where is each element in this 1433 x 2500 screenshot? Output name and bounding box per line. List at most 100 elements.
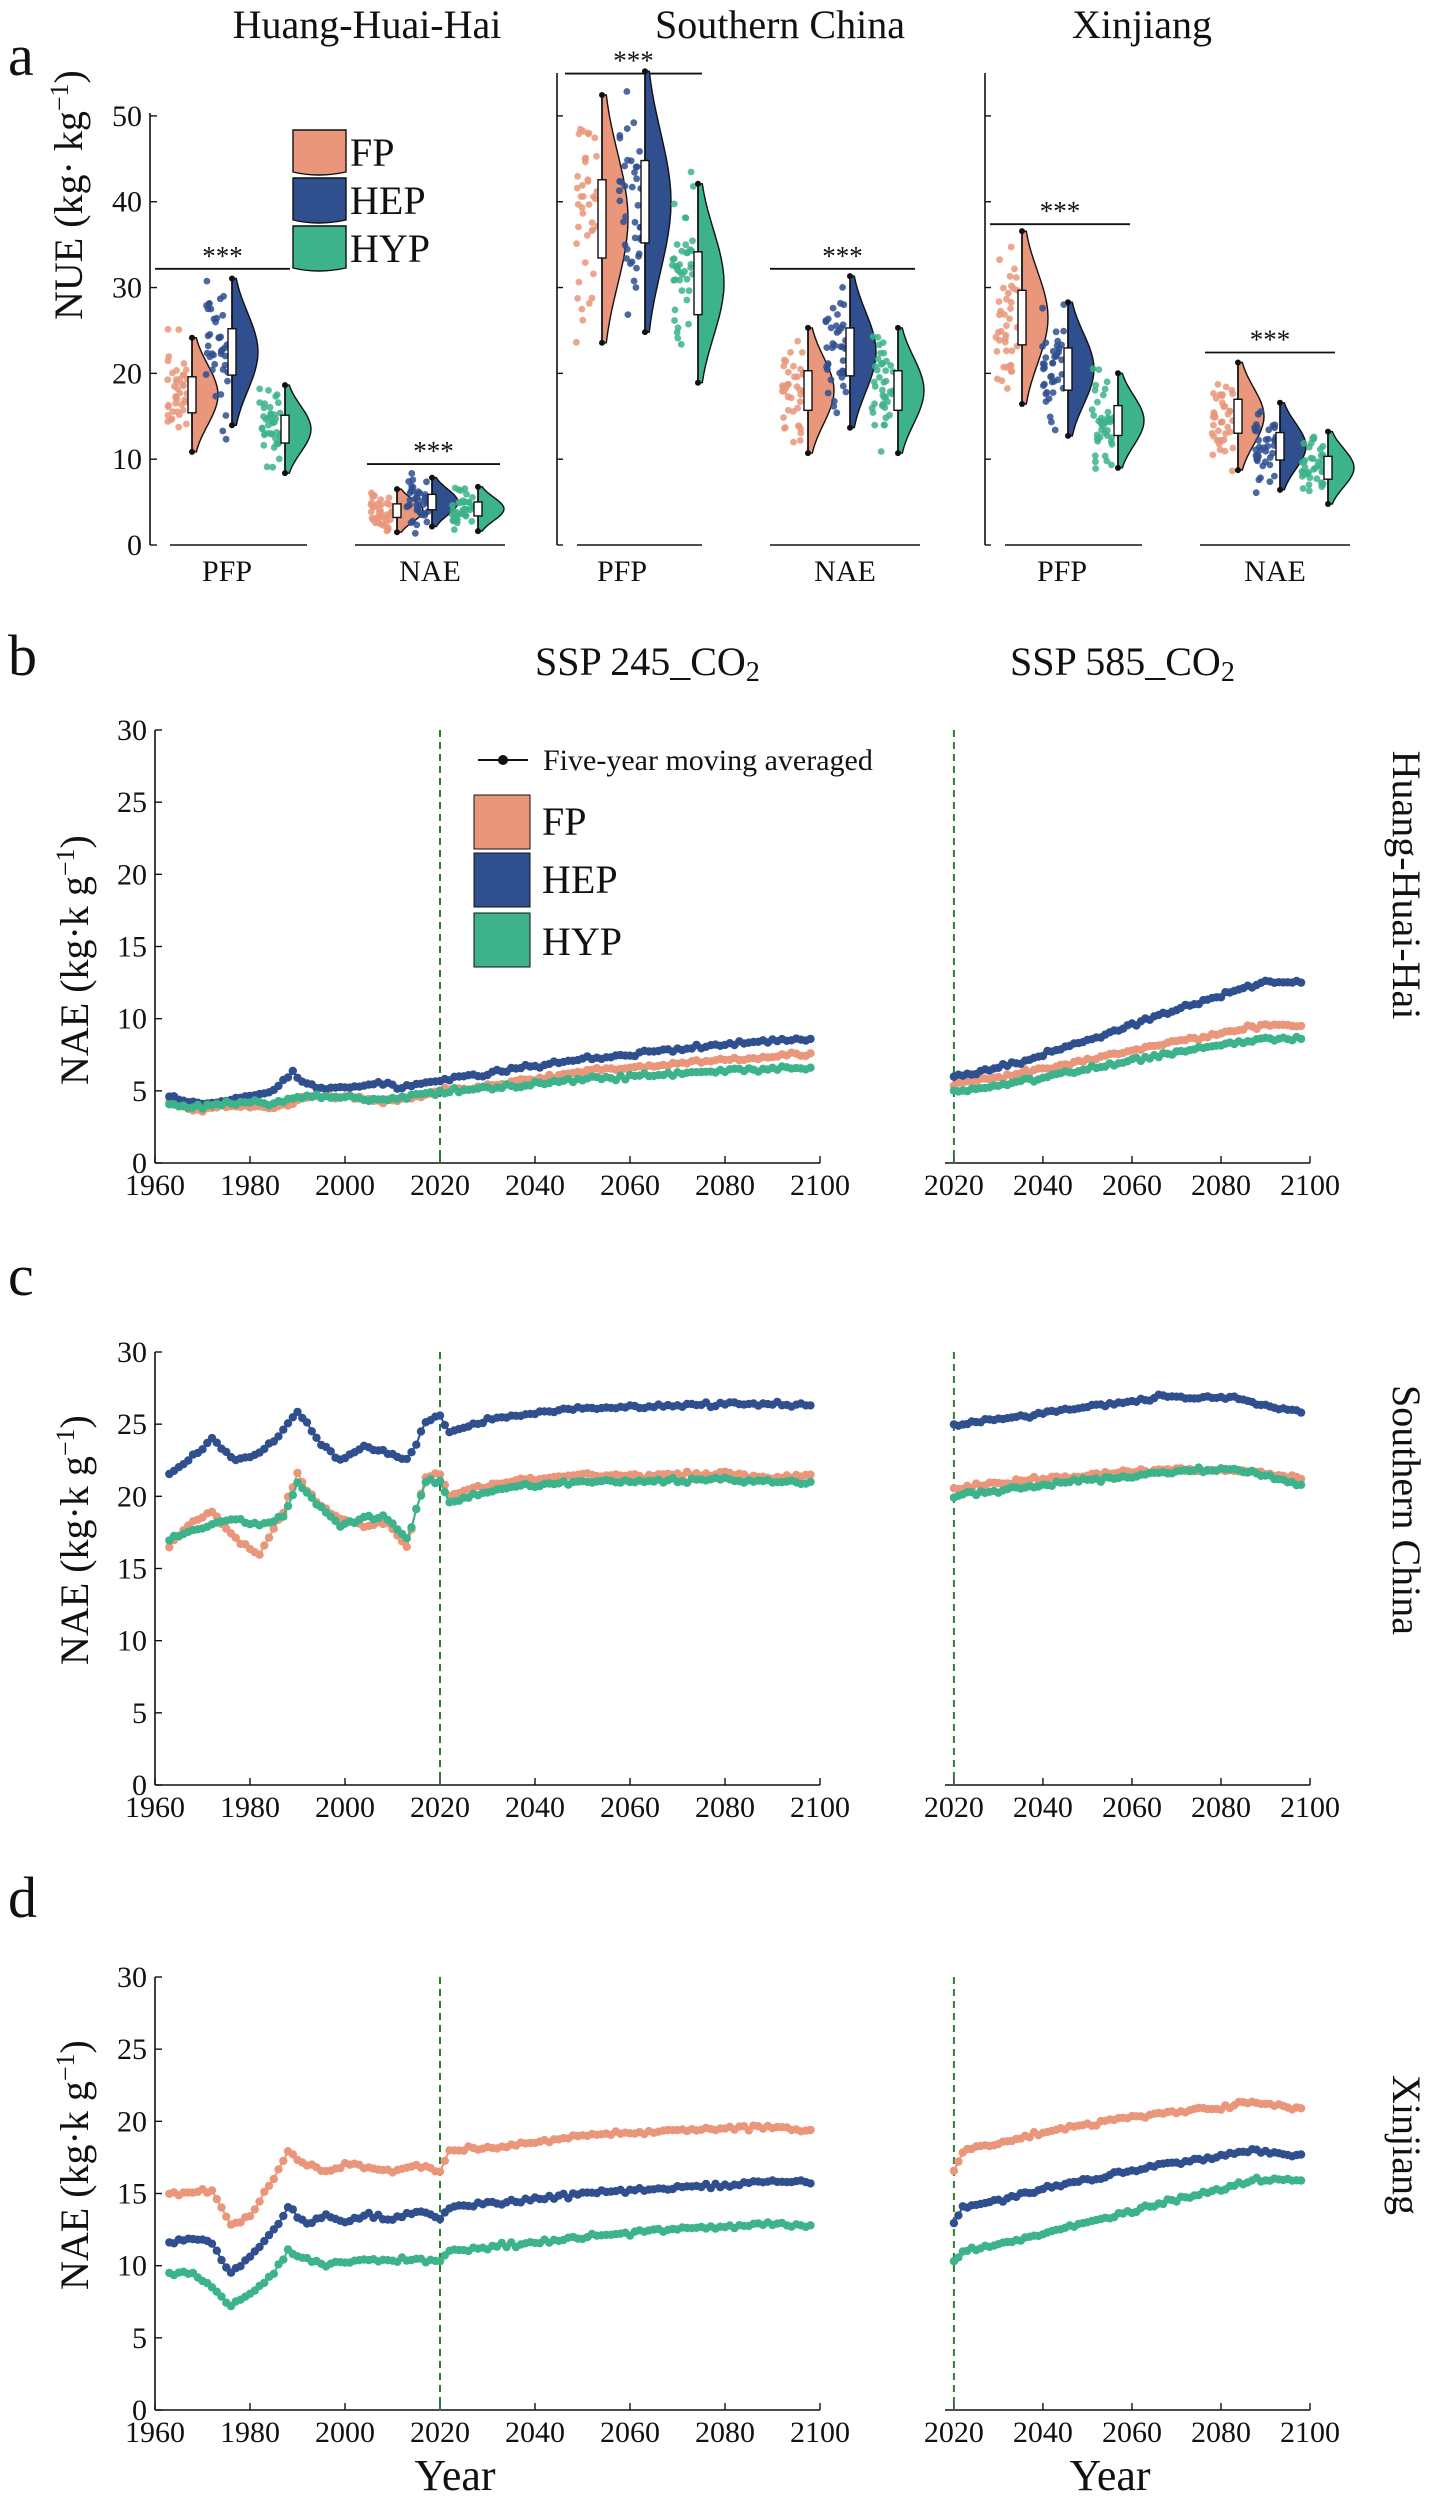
point-hyp (1296, 1480, 1306, 1490)
jitter-point (996, 256, 1003, 264)
jitter-point (794, 337, 802, 345)
jitter-point (780, 414, 787, 421)
point-hep (949, 2218, 959, 2228)
jitter-point (824, 361, 832, 369)
jitter-point (1004, 385, 1011, 392)
legend-a-fp-swatch (292, 129, 347, 176)
jitter-point (172, 399, 180, 407)
point-hep (435, 1411, 445, 1420)
jitter-point (375, 509, 383, 516)
jitter-point (678, 287, 686, 294)
point-hyp (331, 1516, 340, 1526)
whisker-cap (229, 422, 235, 429)
violin-hyp (477, 486, 505, 532)
jitter-point (219, 311, 227, 319)
jitter-point (636, 148, 643, 155)
x-tick-label: 2040 (1013, 1169, 1073, 1202)
whisker-cap (1325, 428, 1331, 435)
x-tick-label: 2080 (695, 2416, 755, 2449)
y-tick-label: 15 (117, 931, 147, 964)
point-hep (255, 2242, 264, 2252)
box (1323, 455, 1333, 480)
jitter-point (575, 278, 583, 286)
point-fp (245, 2212, 255, 2221)
jitter-point (1102, 419, 1110, 426)
jitter-point (585, 299, 593, 307)
jitter-point (1000, 284, 1007, 292)
jitter-point (1252, 489, 1260, 497)
box (1113, 404, 1123, 437)
jitter-point (780, 356, 788, 364)
jitter-point (261, 400, 268, 407)
x-tick-label: 2080 (695, 1791, 755, 1824)
jitter-point (202, 371, 210, 378)
jitter-point (880, 379, 888, 386)
jitter-point (221, 352, 229, 360)
jitter-point (997, 307, 1004, 315)
jitter-point (1003, 295, 1010, 303)
jitter-point (796, 398, 804, 406)
point-fp (207, 2186, 217, 2195)
x-tick-label: 2100 (1280, 1169, 1340, 1202)
jitter-point (1210, 432, 1217, 440)
jitter-point (616, 187, 623, 195)
point-fp (440, 2156, 449, 2165)
jitter-point (688, 247, 695, 255)
jitter-point (1054, 376, 1062, 384)
whisker-cap (429, 523, 435, 530)
jitter-point (685, 287, 693, 295)
jitter-point (385, 494, 393, 502)
point-fp (288, 2150, 297, 2159)
jitter-point (1003, 322, 1010, 330)
jitter-point (1257, 474, 1264, 482)
jitter-point (833, 409, 841, 417)
panel-a-significance-label: *** (1250, 324, 1291, 354)
x-tick-label: 2060 (600, 2416, 660, 2449)
point-hyp (416, 1491, 426, 1500)
jitter-point (421, 491, 429, 498)
jitter-point (623, 255, 630, 262)
jitter-point (461, 506, 468, 514)
point-hep (307, 1427, 316, 1436)
legend-b-hep-label: HEP (542, 857, 618, 902)
jitter-point (461, 498, 469, 506)
whisker-cap (475, 483, 481, 490)
panel-label-d: d (8, 1865, 37, 1930)
x-tick-label: 2060 (600, 1791, 660, 1824)
point-hep (1296, 978, 1306, 987)
jitter-point (1040, 365, 1047, 373)
jitter-point (798, 349, 806, 356)
whisker-cap (282, 470, 288, 477)
jitter-point (1211, 413, 1219, 421)
whisker-cap (394, 529, 400, 536)
series-line-fp (952, 2100, 1302, 2172)
point-fp (435, 1470, 445, 1479)
x-tick-label: 2100 (1280, 1791, 1340, 1824)
jitter-point (623, 245, 631, 253)
violin-hep (644, 70, 672, 333)
jitter-point (583, 232, 591, 239)
jitter-point (1271, 472, 1278, 480)
series-line-hep (168, 1400, 811, 1475)
jitter-point (838, 373, 846, 381)
jitter-point (578, 305, 586, 313)
jitter-point (1253, 427, 1260, 435)
jitter-point (579, 316, 587, 324)
panel-a-x-label-pfp: PFP (1037, 555, 1087, 588)
box (845, 327, 855, 377)
point-hep (212, 1438, 221, 1447)
nae-y-axis-label-b: NAE (kg·k g−1) (51, 835, 97, 1085)
jitter-point (1266, 478, 1274, 486)
jitter-point (1218, 418, 1225, 426)
jitter-point (632, 284, 640, 291)
jitter-point (780, 362, 788, 370)
jitter-point (1045, 395, 1053, 402)
panel-a-y-tick-label: 10 (112, 443, 142, 476)
jitter-point (797, 365, 804, 373)
point-hep (283, 1419, 293, 1428)
point-fp (269, 2174, 278, 2184)
jitter-point (272, 415, 280, 422)
jitter-point (164, 325, 172, 333)
jitter-point (588, 227, 596, 235)
series-line-fp (168, 2124, 811, 2226)
